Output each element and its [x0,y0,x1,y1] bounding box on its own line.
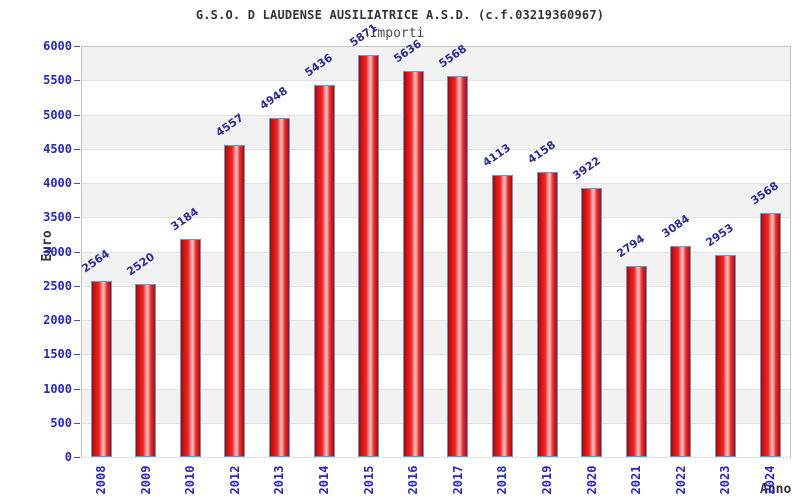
y-tick-mark [74,354,80,356]
y-tick-label: 2500 [43,278,72,293]
bar-2015 [358,54,380,457]
x-tick-label: 2020 [584,465,599,495]
y-tick-mark [74,320,80,321]
grid-band [82,81,790,116]
x-tick-label: 2019 [540,465,554,495]
grid-band [82,47,790,82]
y-tick-label: 4000 [43,176,72,190]
y-tick-label: 5000 [43,107,72,122]
bar-2009 [135,284,157,457]
y-tick-label: 1000 [43,381,72,396]
y-tick-mark [74,148,80,150]
y-tick-mark [74,217,80,219]
bar-2008 [90,281,112,457]
x-axis-title: Anno [760,482,792,497]
y-tick-mark [74,80,80,82]
x-tick-label: 2012 [227,465,242,495]
y-tick-label: 0 [64,450,72,464]
y-tick-mark [74,457,80,458]
bar-2019 [536,172,558,457]
y-tick-mark [74,114,80,116]
x-tick-label: 2016 [406,465,421,495]
y-tick-mark [74,285,80,287]
x-tick-label: 2015 [361,465,376,495]
bar-2022 [670,245,692,457]
x-tick-label: 2017 [450,465,465,495]
bar-2017 [447,75,469,457]
y-tick-mark [74,388,80,390]
grid-band [82,115,790,150]
bar-2018 [491,175,513,457]
y-tick-mark [74,422,80,424]
chart-subtitle: Importi [369,26,425,41]
y-tick-label: 2000 [43,313,72,327]
grid-band [82,184,790,219]
x-tick-label: 2014 [317,465,331,495]
y-tick-label: 5500 [43,73,72,88]
bar-2016 [402,70,424,457]
y-tick-label: 6000 [43,39,72,53]
x-tick-label: 2024 [763,465,777,495]
bar-2021 [625,265,647,457]
bar-2010 [179,238,201,457]
y-tick-mark [74,183,80,184]
grid-band [82,149,790,184]
x-tick-label: 2023 [718,465,733,495]
y-tick-mark [74,46,80,47]
x-tick-label: 2009 [138,465,153,495]
y-tick-label: 1500 [43,347,72,362]
bar-2024 [759,212,781,457]
x-tick-label: 2021 [629,465,644,495]
x-tick-label: 2010 [183,465,198,495]
y-tick-label: 3500 [43,210,72,225]
bar-2012 [224,144,246,457]
y-tick-label: 3000 [43,244,72,259]
bar-2020 [581,188,603,457]
x-tick-label: 2013 [272,465,287,495]
x-tick-label: 2018 [495,465,510,495]
bar-2013 [268,118,290,457]
bar-2014 [313,84,335,457]
bar-2023 [714,254,736,457]
x-tick-label: 2008 [94,465,108,495]
y-tick-mark [74,251,80,253]
y-tick-label: 500 [50,415,72,430]
chart-title: G.S.O. D LAUDENSE AUSILIATRICE A.S.D. (c… [195,8,605,22]
x-tick-label: 2022 [673,465,688,495]
y-tick-label: 4500 [43,141,72,156]
